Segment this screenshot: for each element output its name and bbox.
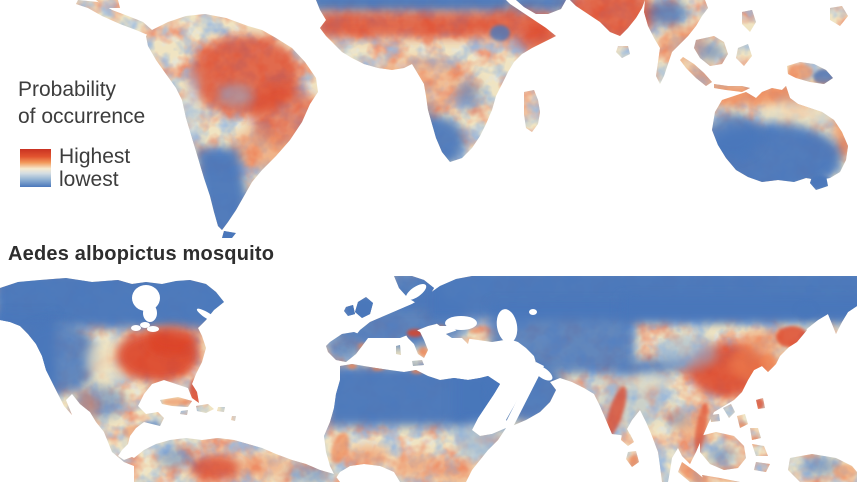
legend-low-label: lowest bbox=[59, 168, 119, 191]
legend-high-label: Highest bbox=[59, 145, 131, 168]
inland-seas bbox=[131, 283, 553, 427]
bottom-world-map-aedes-albopictus bbox=[0, 276, 857, 482]
legend: Probability of occurrence Highest lowest bbox=[18, 76, 208, 191]
legend-gradient-swatch bbox=[20, 149, 51, 187]
legend-labels: Highest lowest bbox=[59, 145, 130, 191]
legend-title: Probability of occurrence bbox=[18, 76, 208, 130]
legend-title-line2: of occurrence bbox=[18, 105, 146, 128]
top-world-map bbox=[76, 0, 848, 238]
legend-scale: Highest lowest bbox=[20, 145, 130, 191]
bottom-map-land bbox=[0, 276, 857, 482]
legend-title-line1: Probability bbox=[18, 78, 117, 101]
map-section-title: Aedes albopictus mosquito bbox=[8, 243, 275, 265]
